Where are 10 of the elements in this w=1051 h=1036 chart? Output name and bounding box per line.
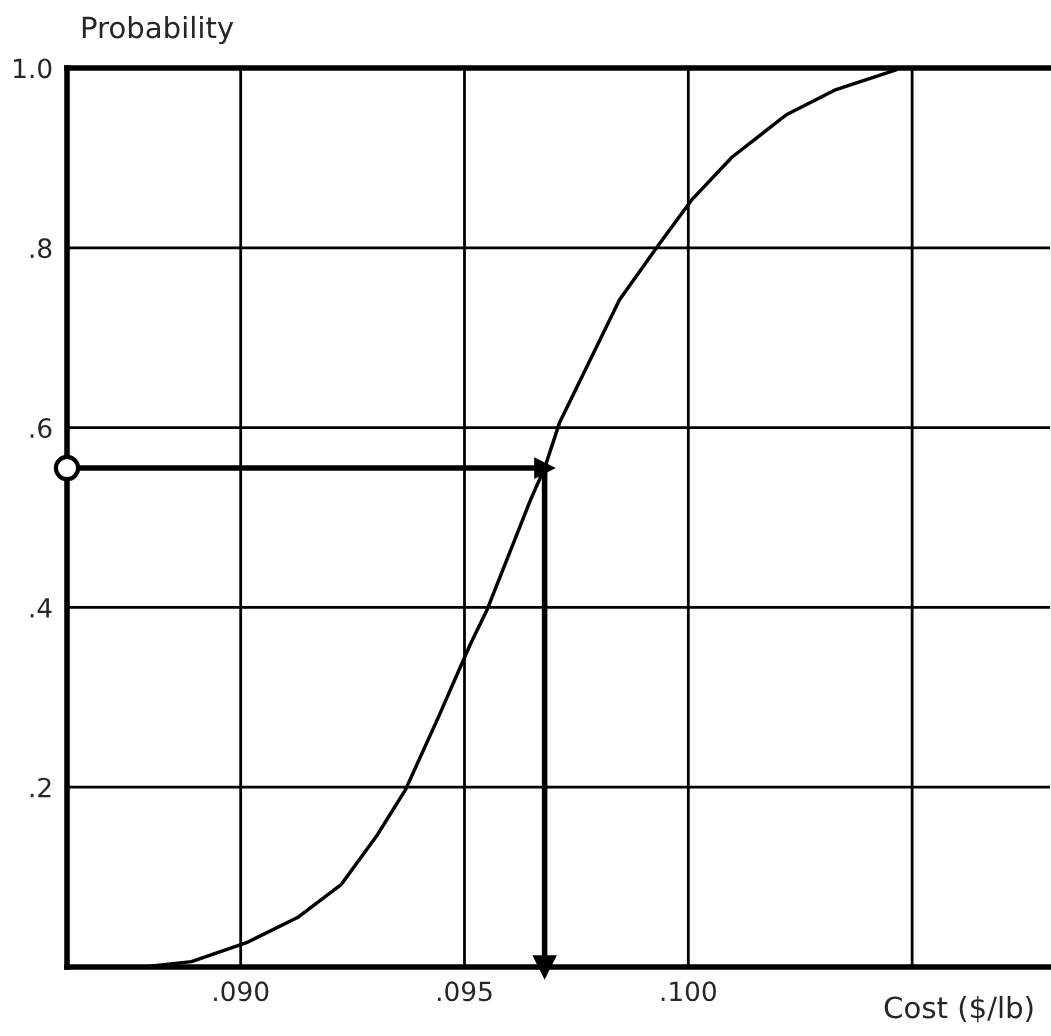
x-axis-title: Cost ($/lb): [884, 995, 1033, 1023]
y-axis-title: Probability: [82, 15, 234, 45]
y-tick-label: .6: [30, 418, 52, 438]
y-tick-label: .8: [30, 238, 52, 259]
x-tick-label: .095: [437, 981, 492, 1002]
y-tick-label: 1.0: [14, 58, 52, 79]
y-tick-label: .2: [30, 777, 51, 798]
x-tick-label: .090: [214, 981, 269, 1002]
y-tick-label: .4: [30, 598, 52, 618]
x-tick-label: .100: [661, 981, 716, 1002]
